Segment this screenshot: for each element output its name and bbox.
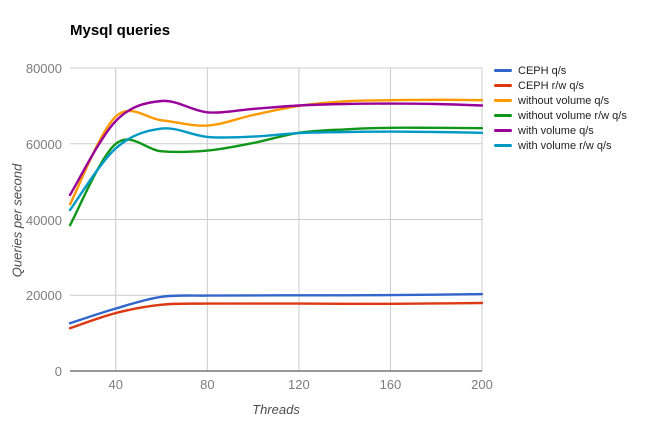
series-line-ceph-q-s xyxy=(68,292,484,325)
chart-title: Mysql queries xyxy=(70,22,171,39)
legend-marker-with-volume-q-s xyxy=(494,129,512,132)
series-line-with-volume-r-w-q-s xyxy=(68,127,484,212)
x-tick-label-120: 120 xyxy=(288,377,310,392)
x-axis-title: Threads xyxy=(252,402,300,417)
x-tick-label-80: 80 xyxy=(200,377,215,392)
legend: CEPH q/s CEPH r/w q/s without volume q/s wi… xyxy=(494,63,627,153)
legend-label-without-volume-r-w-q-s: without volume r/w q/s xyxy=(518,109,627,122)
legend-label-without-volume-q-s: without volume q/s xyxy=(518,94,610,107)
legend-marker-without-volume-r-w-q-s xyxy=(494,114,512,117)
legend-item-without-volume-q-s: without volume q/s xyxy=(494,93,627,108)
y-tick-label-80000: 80000 xyxy=(25,61,62,76)
legend-marker-ceph-r-w-q-s xyxy=(494,84,512,87)
x-tick-label-160: 160 xyxy=(379,377,402,392)
y-tick-label-40000: 40000 xyxy=(25,212,62,228)
legend-item-ceph-q-s: CEPH q/s xyxy=(494,63,627,78)
legend-item-with-volume-r-w-q-s: with volume r/w q/s xyxy=(494,138,627,153)
legend-marker-with-volume-r-w-q-s xyxy=(494,144,512,147)
legend-item-ceph-r-w-q-s: CEPH r/w q/s xyxy=(494,78,627,93)
legend-item-without-volume-r-w-q-s: without volume r/w q/s xyxy=(494,108,627,123)
series-line-without-volume-q-s xyxy=(68,98,484,206)
legend-marker-without-volume-q-s xyxy=(494,99,512,102)
series-line-with-volume-q-s xyxy=(68,99,484,197)
y-tick-label-20000: 20000 xyxy=(25,288,62,304)
legend-label-ceph-q-s: CEPH q/s xyxy=(518,64,567,77)
legend-marker-ceph-q-s xyxy=(494,69,512,72)
x-tick-label-200: 200 xyxy=(471,377,493,392)
y-tick-label-0: 0 xyxy=(54,364,62,379)
y-tick-label-60000: 60000 xyxy=(25,136,62,152)
legend-label-with-volume-r-w-q-s: with volume r/w q/s xyxy=(518,139,612,152)
legend-label-with-volume-q-s: with volume q/s xyxy=(518,124,594,137)
series-line-without-volume-r-w-q-s xyxy=(68,126,484,227)
x-tick-label-40: 40 xyxy=(108,377,123,392)
series-line-ceph-r-w-q-s xyxy=(68,301,484,330)
legend-item-with-volume-q-s: with volume q/s xyxy=(494,123,627,138)
legend-label-ceph-r-w-q-s: CEPH r/w q/s xyxy=(518,79,585,92)
